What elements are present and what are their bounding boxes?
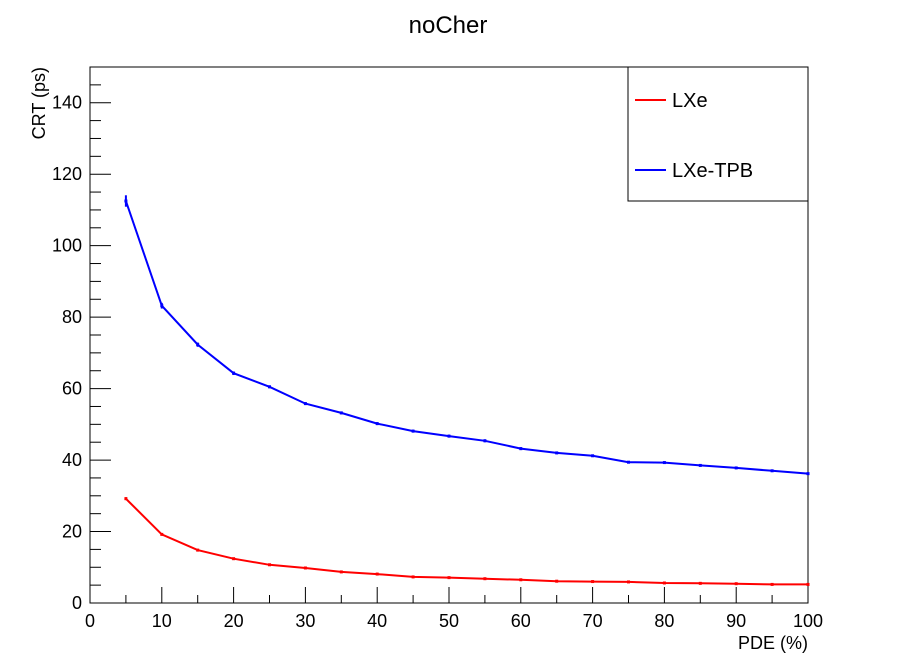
chart-title: noCher xyxy=(409,12,488,39)
y-tick-label: 60 xyxy=(62,379,82,399)
legend-label-lxe: LXe xyxy=(672,90,708,112)
x-tick-label: 50 xyxy=(439,611,459,631)
data-point xyxy=(268,385,271,389)
data-point xyxy=(196,548,200,552)
y-tick-label: 140 xyxy=(52,93,82,113)
x-tick-label: 10 xyxy=(152,611,172,631)
data-point xyxy=(662,461,666,465)
legend-box xyxy=(627,66,809,202)
x-tick-label: 0 xyxy=(85,611,95,631)
data-point xyxy=(339,411,343,415)
data-point xyxy=(483,577,487,581)
data-point xyxy=(124,497,128,501)
x-tick-label: 40 xyxy=(367,611,387,631)
legend: LXe LXe-TPB xyxy=(627,66,809,202)
data-point xyxy=(268,563,271,567)
data-point xyxy=(160,304,164,308)
x-tick-label: 70 xyxy=(583,611,603,631)
data-point xyxy=(519,447,523,451)
data-point xyxy=(698,463,702,467)
series-line-lxe-tpb xyxy=(124,200,809,475)
data-point xyxy=(627,460,630,464)
data-point xyxy=(591,454,595,458)
data-point xyxy=(447,434,451,438)
data-point xyxy=(519,578,523,582)
x-axis: 0 10 20 30 40 50 60 70 80 90 100 xyxy=(85,587,823,631)
data-point xyxy=(555,451,559,455)
data-point xyxy=(591,580,595,584)
data-point xyxy=(447,576,451,580)
x-tick-label: 60 xyxy=(511,611,531,631)
data-point xyxy=(734,582,738,586)
y-tick-label: 20 xyxy=(62,522,82,542)
y-tick-label: 100 xyxy=(52,236,82,256)
y-tick-label: 40 xyxy=(62,450,82,470)
x-tick-label: 80 xyxy=(654,611,674,631)
y-tick-label: 80 xyxy=(62,307,82,327)
x-tick-label: 90 xyxy=(726,611,746,631)
series-lxe-tpb xyxy=(124,195,810,476)
data-point xyxy=(411,429,415,433)
data-point xyxy=(555,579,559,583)
data-point xyxy=(196,343,200,347)
data-point xyxy=(806,582,810,586)
series-lxe xyxy=(124,497,810,586)
x-tick-label: 100 xyxy=(793,611,823,631)
data-point xyxy=(770,469,774,473)
data-point xyxy=(483,439,487,443)
data-point xyxy=(411,575,415,579)
data-point xyxy=(375,422,379,426)
data-point xyxy=(160,532,164,536)
y-axis-label: CRT (ps) xyxy=(29,67,49,139)
y-tick-label: 0 xyxy=(72,593,82,613)
data-point xyxy=(303,402,307,406)
data-point xyxy=(303,566,307,570)
data-point xyxy=(124,199,128,203)
data-point xyxy=(627,580,630,584)
x-axis-label: PDE (%) xyxy=(738,633,808,653)
data-point xyxy=(375,572,379,576)
x-tick-label: 20 xyxy=(224,611,244,631)
series-line-lxe xyxy=(125,497,808,586)
data-point xyxy=(339,570,343,574)
series-layer xyxy=(124,195,810,586)
data-point xyxy=(698,581,702,585)
x-tick-label: 30 xyxy=(295,611,315,631)
data-point xyxy=(770,582,774,586)
data-point xyxy=(734,466,738,470)
data-point xyxy=(806,472,810,476)
y-axis: 0 20 40 60 80 100 120 140 xyxy=(52,66,111,613)
data-point xyxy=(232,371,236,375)
data-point xyxy=(232,557,236,561)
data-point xyxy=(662,581,666,585)
y-tick-label: 120 xyxy=(52,164,82,184)
legend-label-lxe-tpb: LXe-TPB xyxy=(672,160,753,182)
